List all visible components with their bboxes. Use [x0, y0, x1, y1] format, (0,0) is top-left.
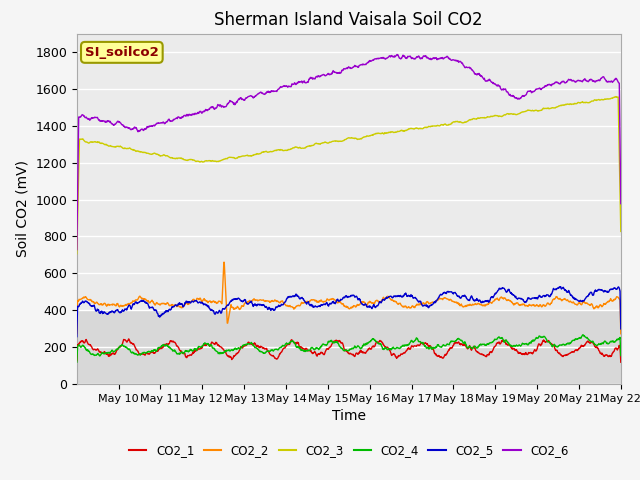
Text: SI_soilco2: SI_soilco2	[85, 46, 159, 59]
Bar	[77, 34, 621, 310]
Bar	[77, 310, 621, 384]
X-axis label: Time: Time	[332, 409, 366, 423]
Legend: CO2_1, CO2_2, CO2_3, CO2_4, CO2_5, CO2_6: CO2_1, CO2_2, CO2_3, CO2_4, CO2_5, CO2_6	[124, 439, 573, 461]
Title: Sherman Island Vaisala Soil CO2: Sherman Island Vaisala Soil CO2	[214, 11, 483, 29]
Y-axis label: Soil CO2 (mV): Soil CO2 (mV)	[15, 160, 29, 257]
